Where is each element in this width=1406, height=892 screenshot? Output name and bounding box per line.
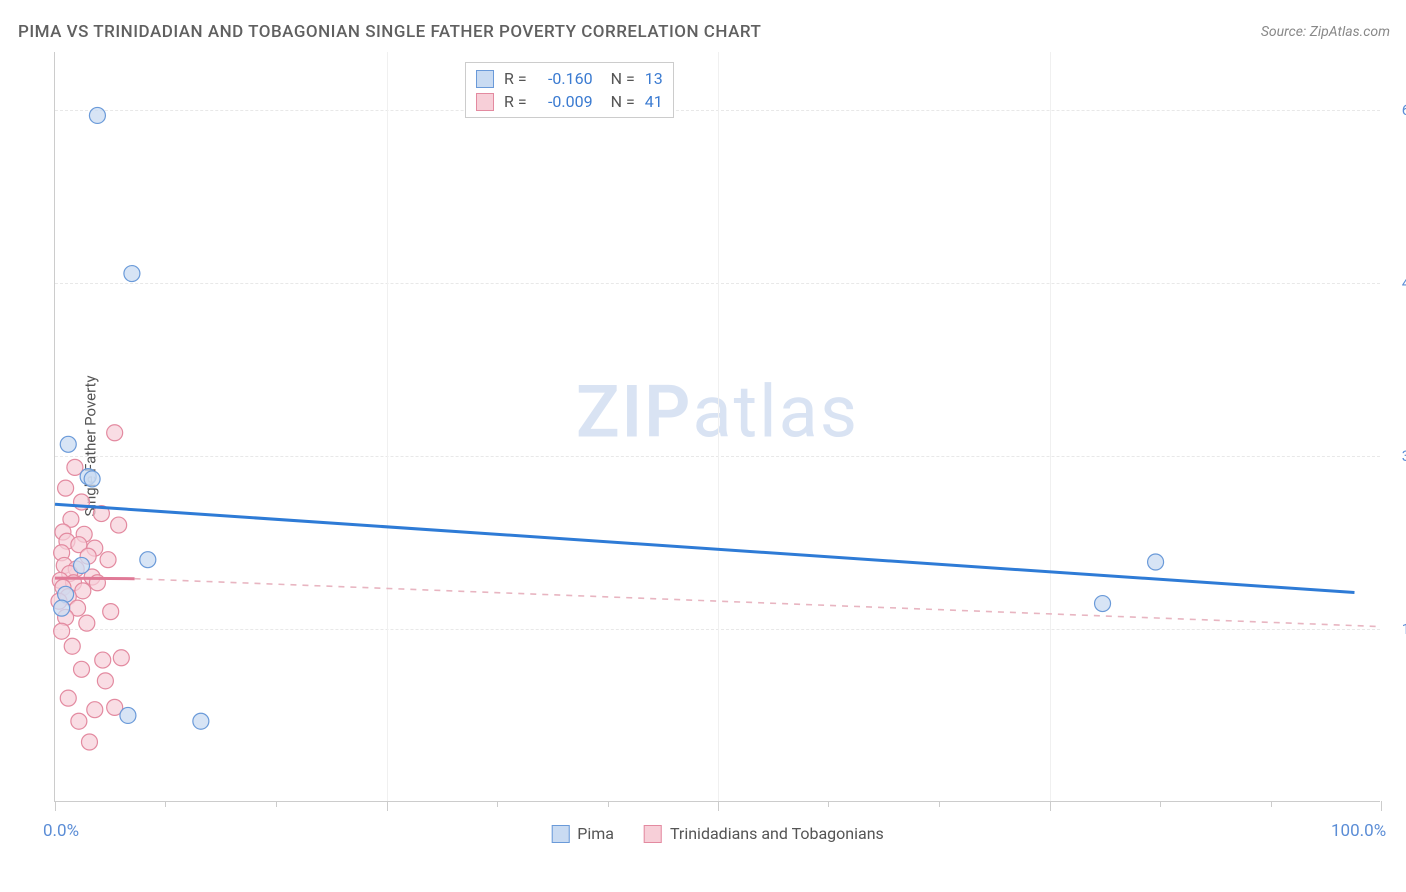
legend-swatch-pima [551, 825, 569, 843]
scatter-svg [55, 52, 1381, 802]
trinidad-trend-dashed [135, 579, 1381, 627]
swatch-trinidad [476, 93, 494, 111]
pima-r-value: -0.160 [537, 69, 593, 88]
legend-item-trinidad: Trinidadians and Tobagonians [644, 824, 884, 843]
stats-row-pima: R = -0.160 N = 13 [476, 67, 663, 90]
x-tick-major [387, 801, 388, 811]
trinidad-point [100, 552, 116, 568]
trinidad-point [79, 615, 95, 631]
legend-swatch-trinidad [644, 825, 662, 843]
swatch-pima [476, 70, 494, 88]
y-tick-label: 30.0% [1387, 447, 1406, 465]
y-tick-label: 15.0% [1387, 620, 1406, 638]
trinidad-point [64, 638, 80, 654]
trinidad-r-value: -0.009 [537, 92, 593, 111]
pima-trend [55, 504, 1354, 592]
pima-point [1148, 554, 1164, 570]
r-prefix: R = [504, 92, 527, 111]
pima-point [140, 552, 156, 568]
trinidad-point [75, 583, 91, 599]
legend-item-pima: Pima [551, 824, 614, 843]
trinidad-point [54, 623, 70, 639]
y-tick-label: 60.0% [1387, 101, 1406, 119]
x-tick-major [1381, 801, 1382, 811]
stats-row-trinidad: R = -0.009 N = 41 [476, 90, 663, 113]
trinidad-point [60, 690, 76, 706]
trinidad-trend-solid [55, 578, 135, 579]
trinidad-point [87, 702, 103, 718]
source-label: Source: ZipAtlas.com [1261, 24, 1390, 40]
pima-point [74, 557, 90, 573]
x-tick-major [718, 801, 719, 811]
y-tick-label: 45.0% [1387, 274, 1406, 292]
x-tick-major [1050, 801, 1051, 811]
trinidad-point [111, 517, 127, 533]
trinidad-point [113, 650, 129, 666]
legend-label-pima: Pima [577, 824, 614, 843]
pima-point [124, 266, 140, 282]
trinidad-point [107, 425, 123, 441]
chart-plot-area: ZIPatlas 15.0%30.0%45.0%60.0%0.0%100.0% … [54, 52, 1380, 802]
pima-point [193, 713, 209, 729]
trinidad-point [81, 734, 97, 750]
n-prefix: N = [611, 92, 635, 111]
pima-point [120, 707, 136, 723]
trinidad-n-value: 41 [645, 92, 663, 111]
pima-point [54, 600, 70, 616]
pima-point [84, 471, 100, 487]
x-tick-major [55, 801, 56, 811]
trinidad-point [58, 480, 74, 496]
n-prefix: N = [611, 69, 635, 88]
pima-n-value: 13 [645, 69, 663, 88]
r-prefix: R = [504, 69, 527, 88]
trinidad-point [95, 652, 111, 668]
chart-title: PIMA VS TRINIDADIAN AND TOBAGONIAN SINGL… [18, 22, 761, 42]
trinidad-point [74, 661, 90, 677]
legend-label-trinidad: Trinidadians and Tobagonians [670, 824, 884, 843]
stats-legend-box: R = -0.160 N = 13 R = -0.009 N = 41 [465, 62, 674, 118]
pima-point [1095, 596, 1111, 612]
x-tick-label: 0.0% [43, 821, 79, 841]
bottom-legend: Pima Trinidadians and Tobagonians [551, 824, 884, 843]
x-tick-label: 100.0% [1331, 821, 1386, 841]
trinidad-point [71, 713, 87, 729]
trinidad-point [97, 673, 113, 689]
pima-point [89, 107, 105, 123]
pima-point [60, 436, 76, 452]
trinidad-point [103, 604, 119, 620]
